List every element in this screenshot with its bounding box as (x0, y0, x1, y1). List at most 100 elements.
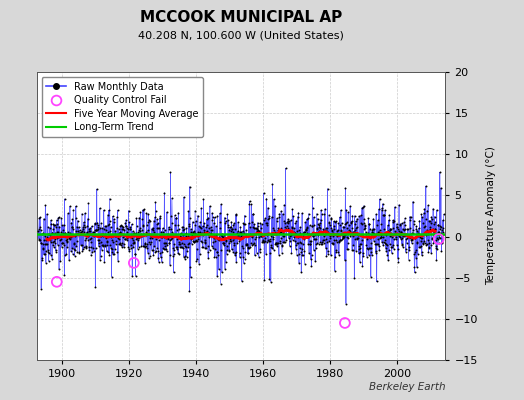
Point (332, 248, 341, 255)
Point (278, 242, 287, 248)
Point (148, 235, 156, 241)
Point (324, 251, 332, 257)
Point (365, 245, 373, 251)
Point (313, 215, 322, 222)
Point (219, 240, 227, 246)
Point (422, 242, 431, 248)
Point (42, 259, 50, 266)
Point (245, 244, 253, 251)
Point (194, 236, 203, 242)
Point (259, 190, 268, 196)
Point (397, 240, 406, 247)
Point (405, 244, 413, 250)
Point (320, 233, 328, 239)
Point (124, 243, 133, 250)
Point (123, 235, 132, 241)
Point (401, 215, 409, 222)
Point (303, 216, 311, 223)
Point (263, 222, 271, 228)
Point (362, 233, 370, 240)
Point (310, 235, 319, 242)
Point (418, 214, 427, 220)
Point (393, 224, 401, 230)
Point (145, 239, 153, 246)
Point (278, 242, 286, 249)
Point (366, 244, 375, 251)
Point (185, 240, 193, 246)
Point (396, 222, 404, 228)
Point (103, 239, 111, 246)
Point (281, 224, 290, 231)
Point (70, 240, 78, 247)
Point (167, 213, 175, 219)
Point (147, 239, 156, 245)
Point (367, 228, 376, 235)
Point (137, 232, 145, 238)
Point (287, 250, 296, 256)
Point (228, 225, 236, 232)
Point (250, 225, 259, 232)
Point (114, 258, 122, 264)
Point (248, 233, 257, 240)
Point (287, 230, 295, 237)
Point (310, 222, 318, 228)
Point (194, 212, 202, 219)
Point (184, 244, 192, 250)
Point (341, 257, 349, 264)
Point (147, 233, 155, 239)
Point (408, 230, 417, 236)
Point (323, 238, 331, 245)
Point (63, 244, 71, 250)
Point (431, 226, 439, 232)
Point (241, 212, 249, 219)
Point (374, 229, 383, 235)
Point (43, 234, 51, 240)
Point (370, 232, 379, 238)
Point (321, 227, 329, 234)
Point (46, 224, 54, 231)
Point (293, 240, 301, 246)
Point (351, 212, 359, 219)
Point (268, 245, 276, 252)
Point (341, 221, 350, 228)
Point (317, 241, 325, 248)
Point (160, 234, 168, 240)
Point (86, 234, 95, 241)
Point (244, 245, 253, 251)
Point (366, 244, 374, 251)
Point (365, 221, 374, 227)
Point (375, 206, 383, 212)
Point (233, 230, 241, 237)
Point (64, 231, 72, 238)
Point (408, 237, 417, 244)
Point (376, 227, 384, 234)
Point (290, 230, 299, 237)
Point (111, 233, 119, 240)
Point (410, 250, 418, 257)
Point (119, 226, 127, 232)
Point (182, 230, 190, 236)
Point (241, 249, 249, 255)
Point (359, 253, 367, 259)
Point (425, 245, 434, 252)
Point (129, 244, 137, 250)
Point (368, 226, 377, 232)
Point (104, 228, 112, 235)
Point (415, 218, 423, 224)
Point (407, 240, 416, 246)
Point (103, 242, 112, 248)
Point (394, 246, 402, 252)
Point (258, 238, 267, 245)
Point (430, 232, 438, 238)
Point (327, 216, 335, 222)
Point (60, 242, 68, 248)
Point (286, 232, 294, 239)
Point (100, 207, 108, 213)
Point (247, 201, 255, 208)
Point (161, 243, 170, 249)
Point (255, 230, 264, 236)
Point (85, 236, 94, 242)
Point (425, 226, 434, 232)
Point (73, 224, 81, 230)
Point (238, 230, 246, 237)
